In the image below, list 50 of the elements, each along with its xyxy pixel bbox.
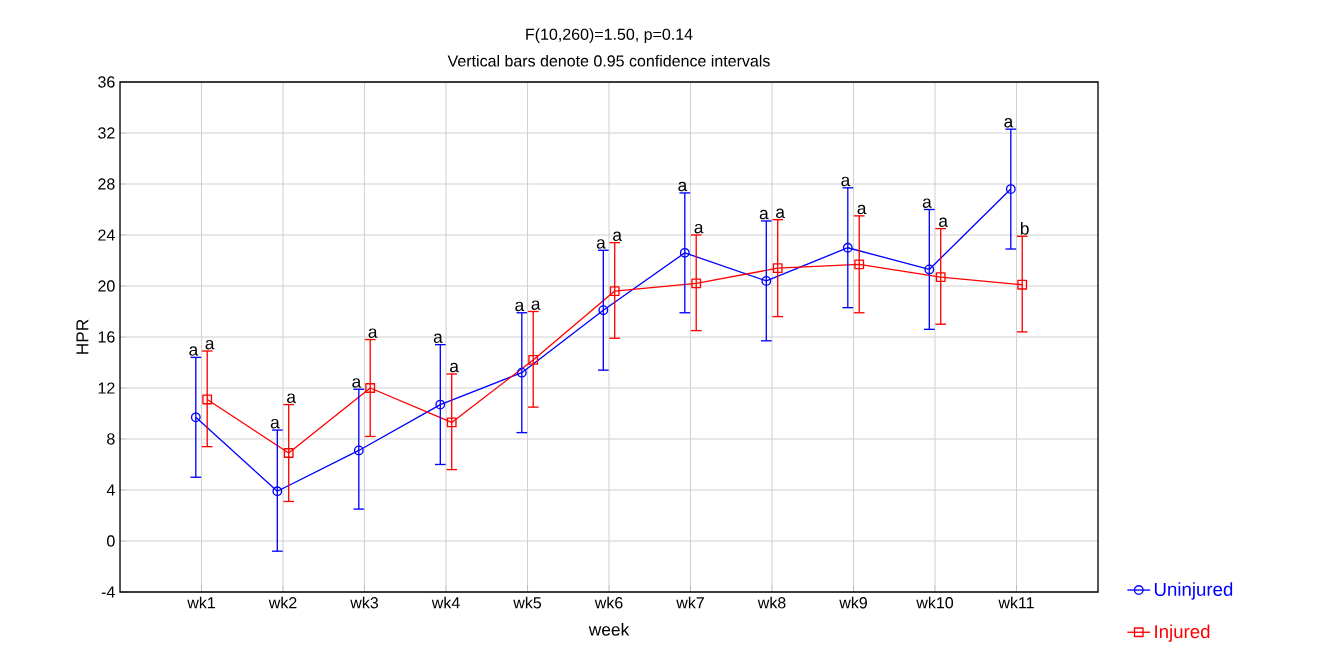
x-tick-label: wk2 bbox=[268, 596, 297, 609]
x-tick-label: wk3 bbox=[350, 596, 379, 609]
x-tick-label: wk6 bbox=[594, 596, 623, 609]
x-tick-label: wk10 bbox=[916, 596, 954, 609]
y-tick-label: -4 bbox=[101, 586, 115, 598]
chart-title: F(10,260)=1.50, p=0.14 bbox=[526, 28, 693, 44]
annotation: a bbox=[939, 217, 948, 228]
x-tick-label: wk11 bbox=[998, 596, 1034, 609]
annotation: a bbox=[368, 328, 378, 338]
y-axis-title: HPR bbox=[76, 319, 89, 354]
annotation: a bbox=[1004, 118, 1014, 128]
annotation: a bbox=[613, 231, 622, 242]
annotation: a bbox=[596, 239, 606, 249]
x-tick-label: wk8 bbox=[757, 596, 786, 609]
annotation: a bbox=[694, 223, 704, 234]
y-tick-label: 4 bbox=[106, 484, 115, 496]
annotation: a bbox=[352, 378, 362, 388]
annotation: a bbox=[433, 333, 443, 344]
annotation: a bbox=[205, 339, 215, 350]
annotation: a bbox=[678, 181, 688, 192]
legend-label: Uninjured bbox=[1154, 582, 1233, 600]
y-tick-label: 32 bbox=[98, 127, 115, 139]
annotation: a bbox=[759, 209, 769, 220]
y-tick-label: 36 bbox=[98, 76, 115, 88]
annotation: a bbox=[841, 176, 851, 187]
chart-subtitle: Vertical bars denote 0.95 confidence intervals bbox=[447, 54, 770, 67]
x-tick-label: wk1 bbox=[187, 596, 215, 609]
y-tick-label: 24 bbox=[98, 229, 115, 241]
y-tick-label: 16 bbox=[98, 331, 115, 343]
annotation: a bbox=[922, 198, 932, 208]
annotation: a bbox=[531, 300, 541, 310]
x-tick-label: wk4 bbox=[431, 596, 460, 609]
annotation: a bbox=[287, 393, 296, 403]
y-tick-label: 0 bbox=[107, 535, 115, 547]
y-tick-label: 28 bbox=[98, 178, 115, 190]
x-tick-label: wk5 bbox=[513, 596, 542, 609]
annotation: a bbox=[270, 418, 280, 429]
x-tick-label: wk9 bbox=[839, 596, 867, 609]
annotation: a bbox=[776, 208, 785, 219]
annotation: b bbox=[1020, 221, 1029, 235]
legend-label: Injured bbox=[1155, 624, 1210, 642]
x-tick-label: wk7 bbox=[676, 596, 704, 609]
annotation: a bbox=[857, 204, 867, 215]
annotation: a bbox=[189, 346, 199, 356]
annotation: a bbox=[450, 362, 459, 373]
y-tick-label: 20 bbox=[98, 280, 115, 292]
y-tick-label: 12 bbox=[98, 382, 115, 394]
x-axis-title: week bbox=[588, 622, 630, 636]
annotation: a bbox=[515, 301, 525, 312]
y-tick-label: 8 bbox=[107, 433, 115, 445]
